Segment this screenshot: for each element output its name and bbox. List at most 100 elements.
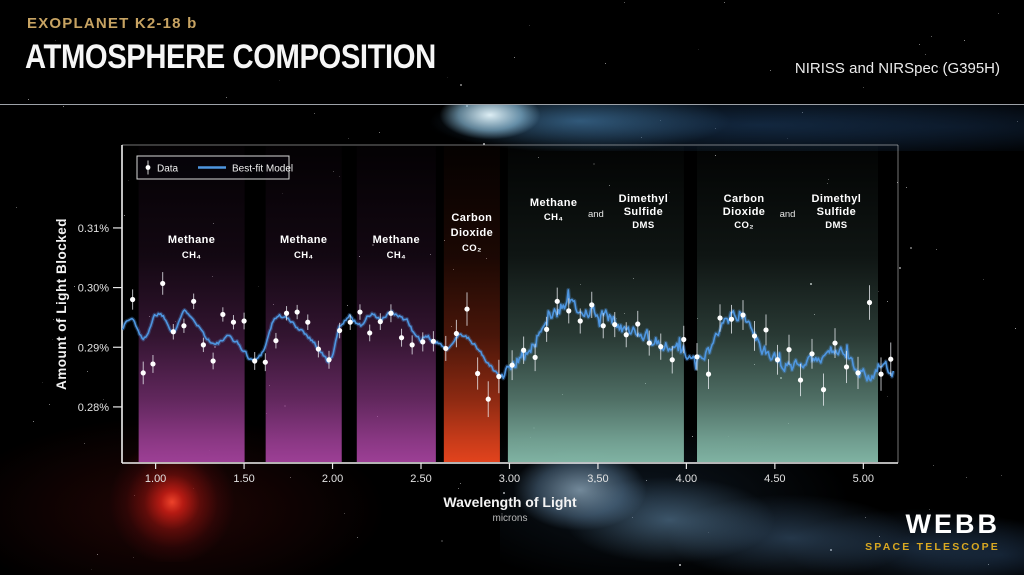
star: [441, 540, 443, 542]
data-point: [577, 318, 583, 324]
data-point: [337, 327, 343, 334]
star: [226, 97, 227, 98]
star: [724, 2, 725, 3]
molecule-band: [697, 146, 879, 462]
y-tick-label: 0.29%: [78, 342, 109, 354]
molecule-band: [507, 146, 684, 462]
molecule-name-label: Carbon: [451, 212, 492, 224]
star: [936, 249, 937, 250]
data-point: [200, 342, 206, 348]
star: [983, 279, 984, 280]
star: [124, 215, 125, 216]
y-tick-label: 0.31%: [78, 223, 109, 235]
star: [87, 371, 88, 372]
star: [460, 483, 461, 484]
data-point: [160, 280, 166, 287]
x-tick-label: 1.00: [145, 473, 166, 485]
data-point: [326, 357, 332, 363]
webb-logo: WEBB SPACE TELESCOPE: [865, 511, 1000, 554]
data-point: [241, 318, 247, 324]
star: [605, 63, 606, 64]
data-point: [388, 310, 394, 316]
star: [964, 40, 965, 41]
data-point: [464, 306, 470, 312]
molecule-name-label: Dioxide: [723, 206, 766, 218]
data-point: [220, 311, 226, 318]
data-point: [623, 332, 629, 338]
star: [128, 180, 129, 181]
molecule-formula-label: DMS: [825, 220, 847, 231]
data-point: [453, 330, 459, 337]
conjunction-label: and: [780, 209, 796, 220]
star: [919, 44, 920, 45]
data-point: [347, 319, 353, 325]
instrument-label: NIRISS and NIRSpec (G395H): [794, 60, 1000, 77]
data-point: [809, 351, 815, 357]
molecule-formula-label: CH₄: [387, 250, 407, 261]
conjunction-label: and: [588, 209, 604, 220]
data-point: [409, 342, 415, 348]
data-point: [888, 356, 894, 362]
data-point: [728, 316, 735, 322]
y-tick-label: 0.30%: [78, 283, 109, 295]
header-divider-line: [0, 104, 1024, 105]
molecule-name-label: Dimethyl: [812, 193, 862, 205]
molecule-name-label: Methane: [373, 234, 420, 246]
data-point: [181, 323, 187, 329]
data-point: [170, 329, 176, 335]
molecule-band: [356, 146, 436, 462]
star: [63, 106, 64, 107]
star: [28, 99, 29, 100]
data-point: [443, 345, 449, 352]
data-point: [420, 339, 426, 345]
data-point: [150, 361, 156, 367]
data-point: [658, 344, 664, 350]
star: [460, 84, 462, 86]
star: [698, 49, 699, 50]
star: [931, 36, 932, 37]
star: [1015, 328, 1016, 329]
molecule-name-label: Sulfide: [817, 206, 856, 218]
data-point: [681, 336, 687, 343]
star: [344, 513, 345, 514]
molecule-formula-label: CO₂: [734, 220, 754, 231]
data-point: [140, 370, 146, 376]
star: [103, 399, 104, 400]
x-tick-label: 3.00: [499, 473, 520, 485]
data-point: [485, 396, 491, 402]
data-point: [878, 371, 884, 377]
data-point: [554, 298, 560, 304]
legend-point-icon: [145, 165, 151, 170]
y-tick-label: 0.28%: [78, 402, 109, 414]
y-axis-title: Amount of Light Blocked: [54, 218, 69, 390]
star: [49, 404, 50, 405]
data-point: [694, 354, 700, 360]
molecule-formula-label: CH₄: [294, 250, 314, 261]
star: [998, 13, 999, 14]
webb-logo-tagline: SPACE TELESCOPE: [865, 541, 1000, 553]
data-point: [763, 327, 769, 333]
absorption-bands: [138, 146, 879, 462]
molecule-name-label: Carbon: [724, 193, 765, 205]
page-title: ATMOSPHERE COMPOSITION: [25, 38, 436, 76]
x-tick-label: 2.00: [322, 473, 343, 485]
molecule-name-label: Methane: [530, 197, 577, 209]
data-point: [600, 323, 606, 329]
data-point: [740, 312, 746, 318]
star: [925, 54, 926, 55]
star: [514, 57, 515, 58]
data-point: [855, 370, 861, 376]
data-point: [532, 354, 538, 360]
x-tick-label: 4.00: [676, 473, 697, 485]
star: [348, 138, 349, 139]
molecule-name-label: Methane: [280, 234, 327, 246]
star: [16, 207, 17, 208]
data-point: [774, 357, 781, 363]
data-point: [544, 326, 550, 332]
star: [447, 77, 448, 78]
star: [42, 382, 43, 383]
planet-limb-glow-top: [430, 105, 1024, 151]
data-point: [398, 335, 405, 341]
